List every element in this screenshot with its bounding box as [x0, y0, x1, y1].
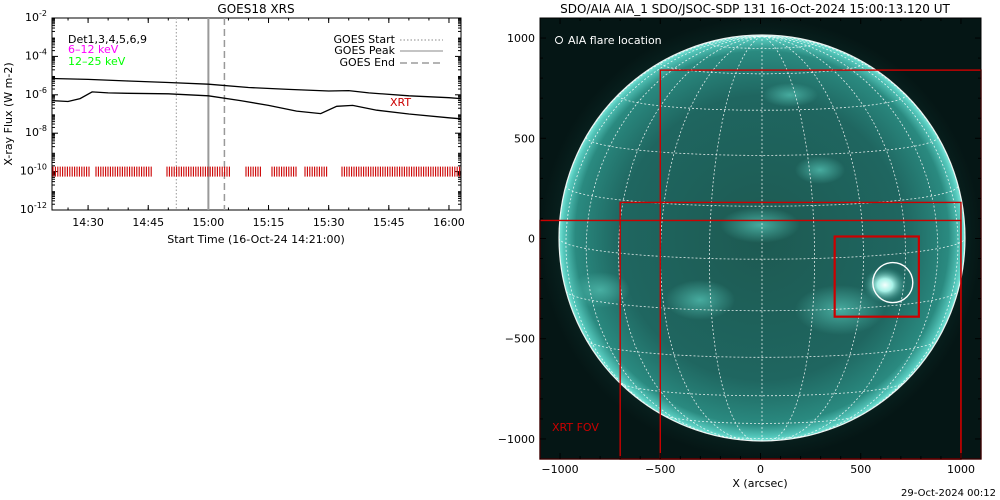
aia-plot-title: SDO/AIA AIA_1 SDO/JSOC-SDP 131 16-Oct-20…: [560, 2, 950, 16]
grid-latitude-line: [586, 340, 938, 358]
goes-x-tick-label: 15:00: [193, 216, 225, 229]
xrt-label: XRT: [390, 96, 411, 109]
goes-y-tick-label: 10-4: [25, 47, 47, 62]
goes-x-axis-label: Start Time (16-Oct-24 14:21:00): [167, 233, 345, 246]
goes-x-tick-label: 14:45: [132, 216, 164, 229]
legend-goes-peak: GOES Peak: [334, 44, 395, 57]
goes-x-tick-label: 15:45: [373, 216, 405, 229]
grid-longitude-line: [709, 35, 763, 441]
grid-longitude-line: [761, 35, 939, 439]
goes-x-tick-label: 14:30: [72, 216, 104, 229]
aia-x-tick-label: 500: [850, 463, 871, 476]
aia-flare-location-marker: [872, 261, 914, 304]
goes-plot-title: GOES18 XRS: [217, 2, 294, 16]
goes-x-tick-label: 15:15: [253, 216, 285, 229]
aia-x-axis-label: X (arcsec): [732, 477, 787, 490]
aia-y-tick-label: 0: [528, 233, 535, 246]
xrt-observation-marks: [52, 166, 461, 177]
aia-legend-circle-icon: [555, 36, 563, 44]
goes-y-tick-label: 10-2: [25, 9, 47, 24]
aia-x-tick-label: −500: [645, 463, 675, 476]
goes-series-line-0: [52, 77, 461, 100]
grid-longitude-line: [761, 35, 906, 441]
goes-y-tick-label: 10-10: [20, 163, 47, 178]
legend-band-6-12: 6–12 keV: [68, 43, 119, 56]
legend-band-12-25: 12–25 keV: [68, 55, 126, 68]
aia-x-tick-label: 1000: [947, 463, 975, 476]
grid-longitude-line: [585, 35, 763, 439]
goes-x-tick-label: 15:30: [313, 216, 345, 229]
legend-channels: Det1,3,4,5,6,9: [68, 33, 147, 46]
timestamp: 29-Oct-2024 00:12: [901, 488, 996, 499]
goes-y-tick-label: 10-6: [25, 86, 47, 101]
goes-plot-frame: [51, 17, 462, 211]
legend-goes-end: GOES End: [339, 56, 395, 69]
aia-y-tick-label: 1000: [507, 32, 535, 45]
grid-latitude-line: [713, 434, 811, 439]
legend-goes-start: GOES Start: [334, 33, 396, 46]
xrt-fov-box: [833, 235, 920, 318]
goes-y-tick-label: 10-8: [25, 124, 47, 139]
aia-image-plot: SDO/AIA AIA_1 SDO/JSOC-SDP 131 16-Oct-20…: [498, 2, 996, 499]
grid-longitude-line: [761, 35, 815, 441]
xrt-fov-label: XRT FOV: [552, 421, 599, 434]
goes-series-group: [52, 77, 461, 120]
goes-event-lines: [175, 18, 226, 210]
grid-longitude-line: [565, 35, 763, 433]
solar-limb: [558, 34, 966, 442]
aia-x-tick-label: 0: [757, 463, 764, 476]
aia-y-tick-label: −1000: [498, 433, 535, 446]
goes-series-line-1: [52, 91, 461, 120]
goes-y-axis-label: X-ray Flux (W m-2): [2, 62, 15, 165]
aia-x-tick-label: −1000: [541, 463, 578, 476]
goes-y-tick-label: 10-12: [20, 201, 47, 216]
grid-longitude-line: [761, 35, 864, 441]
aia-y-tick-label: 500: [514, 132, 535, 145]
grid-latitude-line: [565, 185, 959, 207]
grid-latitude-line: [565, 291, 959, 312]
goes-xrs-plot: GOES18 XRS 14:30 14:45 15:00 15:15 15:30 15:4…: [2, 2, 465, 246]
grid-longitude-line: [618, 35, 763, 441]
aia-legend-text: AIA flare location: [568, 34, 662, 47]
aia-axis-ticks: −1000 −500 0 500 1000 −1000 −500 0 500 1000: [498, 18, 981, 476]
flare-location-circle: [872, 261, 914, 304]
goes-x-tick-label: 16:00: [433, 216, 465, 229]
aia-y-tick-label: −500: [505, 333, 535, 346]
grid-longitude-line: [761, 35, 959, 433]
